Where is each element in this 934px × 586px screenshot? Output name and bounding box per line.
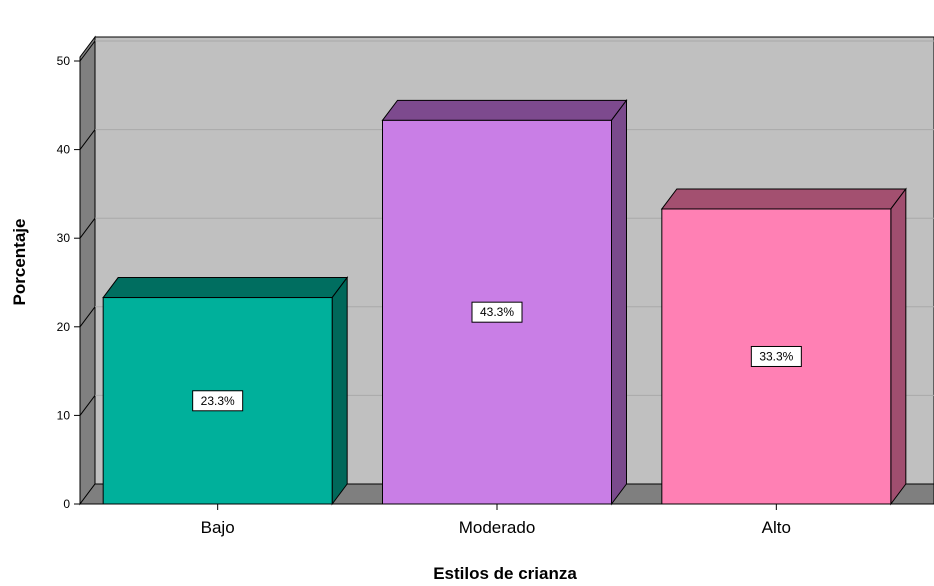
y-axis: 0 10 20 30 40 50 [57, 54, 81, 511]
gridline-diagonal [79, 40, 96, 62]
y-tick-label: 30 [57, 231, 71, 245]
side-wall [79, 35, 96, 506]
gridline-diagonal [79, 306, 96, 328]
bar-side [890, 187, 907, 506]
x-tick-label: Bajo [201, 518, 235, 537]
bars: 23.3% 43.3% 33.3% [102, 98, 907, 506]
gridline-diagonal [79, 217, 96, 239]
x-tick-label: Moderado [459, 518, 536, 537]
bar-side [611, 98, 627, 506]
bar-side [331, 276, 348, 506]
bar-top [660, 188, 907, 210]
data-label: 23.3% [201, 394, 235, 408]
data-label-box [192, 390, 244, 412]
x-axis-title: Estilos de crianza [433, 564, 577, 583]
gridline-diagonal [79, 395, 96, 416]
y-tick-label: 20 [57, 320, 71, 334]
data-label-box [750, 345, 802, 367]
data-label: 33.3% [759, 349, 793, 363]
y-tick-label: 0 [63, 497, 70, 511]
bar-bajo: 23.3% [102, 276, 349, 506]
y-tick-label: 10 [57, 408, 71, 422]
bar-moderado: 43.3% [381, 98, 628, 506]
y-axis-title: Porcentaje [10, 219, 29, 306]
gridline-diagonal [79, 129, 96, 150]
x-axis: Bajo Moderado Alto [80, 503, 934, 537]
y-tick-label: 40 [57, 143, 71, 157]
data-label-box [471, 301, 523, 323]
bar-top [381, 99, 628, 121]
bar-alto: 33.3% [660, 187, 907, 506]
x-tick-label: Alto [762, 518, 791, 537]
data-label: 43.3% [480, 305, 514, 319]
y-tick-label: 50 [57, 54, 71, 68]
bar-top [102, 277, 349, 299]
